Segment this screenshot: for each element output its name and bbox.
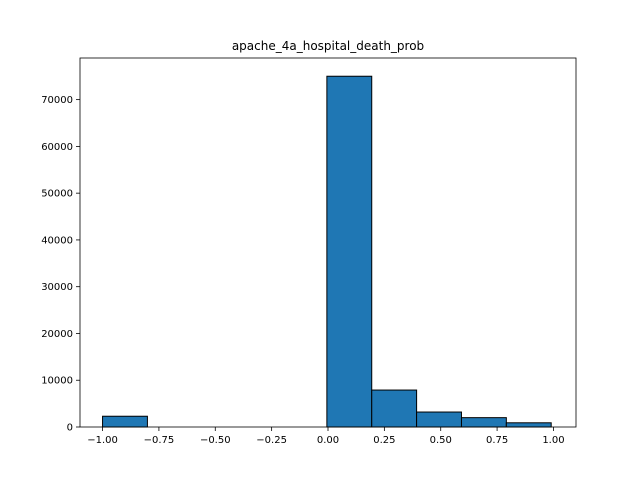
x-tick-label: −0.50 [200,435,231,446]
x-axis: −1.00 −0.75 −0.50 −0.25 0.00 0.25 0.50 0.75 1.00 [87,427,565,446]
y-tick-label: 0 [67,423,73,434]
histogram-bar-8 [460,417,507,428]
histogram-bar-6 [371,389,418,428]
y-tick-label: 20000 [41,329,73,340]
histogram-bar-5 [326,75,373,428]
y-tick-label: 10000 [41,376,73,387]
y-tick-label: 70000 [41,95,73,106]
plot-frame [79,57,577,428]
x-tick-label: −0.25 [256,435,287,446]
y-tick-label: 30000 [41,282,73,293]
histogram-bar-9 [505,422,552,428]
y-axis: 0 10000 20000 30000 40000 50000 60000 70000 [41,95,80,434]
y-tick-label: 60000 [41,142,73,153]
bars-group [102,75,552,428]
x-tick-label: 0.75 [486,435,508,446]
x-tick-label: −0.75 [144,435,175,446]
histogram-bar-7 [416,411,462,428]
x-tick-label: −1.00 [87,435,118,446]
x-tick-label: 0.50 [430,435,452,446]
histogram-bar-0 [102,415,148,428]
y-tick-label: 50000 [41,189,73,200]
chart-title: apache_4a_hospital_death_prob [232,39,424,53]
x-tick-label: 0.25 [373,435,395,446]
y-tick-label: 40000 [41,235,73,246]
x-tick-label: 0.00 [317,435,339,446]
x-tick-label: 1.00 [542,435,564,446]
